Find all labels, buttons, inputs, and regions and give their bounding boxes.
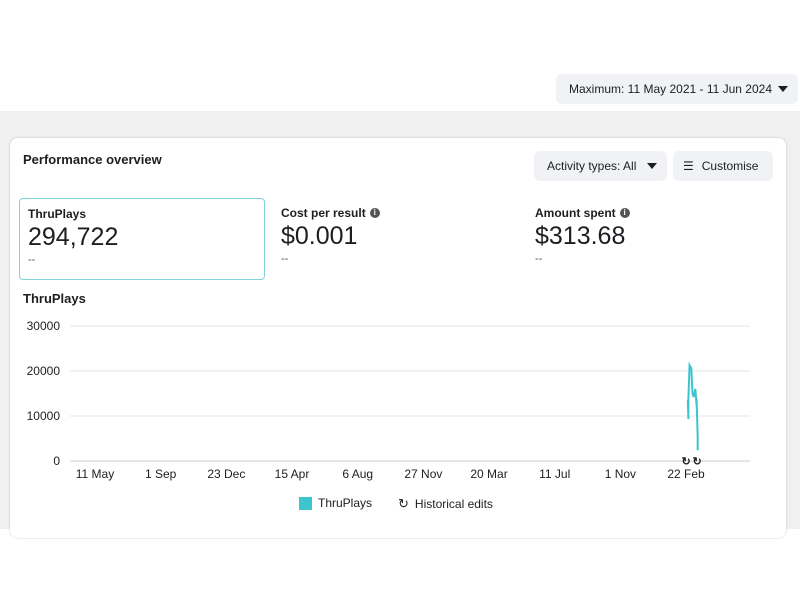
x-tick-label: 6 Aug	[342, 467, 373, 481]
metric-compare: --	[281, 253, 289, 265]
metric-value: $0.001	[281, 222, 358, 250]
date-range-selector[interactable]: Maximum: 11 May 2021 - 11 Jun 2024	[556, 74, 798, 104]
x-tick-label: 27 Nov	[404, 467, 442, 481]
customise-icon: ☰	[683, 159, 694, 173]
metric-cost-per-result[interactable]: Cost per result i $0.001 --	[273, 198, 519, 280]
legend-label: Historical edits	[414, 497, 493, 511]
info-icon[interactable]: i	[619, 208, 630, 218]
metric-value: 294,722	[28, 223, 119, 251]
y-tick-label: 20000	[27, 364, 61, 378]
metric-label: ThruPlays	[28, 207, 87, 221]
x-tick-label: 1 Nov	[605, 467, 636, 481]
info-icon[interactable]: i	[369, 208, 380, 218]
y-tick-label: 0	[53, 454, 60, 468]
metric-compare: --	[535, 253, 543, 265]
metric-thruplays[interactable]: ThruPlays 294,722 --	[19, 198, 265, 280]
legend-swatch	[299, 496, 312, 510]
date-range-label: Maximum: 11 May 2021 - 11 Jun 2024	[569, 82, 772, 96]
thruplays-chart: 0 10000 20000 30000 11 May 1 Sep 23 Dec 15 Apr 6…	[27, 319, 750, 481]
customise-label: Customise	[701, 159, 759, 173]
y-tick-label: 30000	[27, 319, 61, 333]
chart-title: ThruPlays	[23, 291, 86, 306]
x-tick-label: 15 Apr	[275, 467, 310, 481]
performance-overview-card: Performance overview Activity types: All…	[10, 138, 786, 538]
legend-historical-edits[interactable]: ↻ Historical edits	[398, 496, 493, 512]
y-tick-label: 10000	[27, 409, 61, 423]
metric-label: Amount spent	[535, 206, 616, 220]
legend-thruplays[interactable]: ThruPlays	[299, 496, 372, 510]
historical-edit-icon: ↻	[681, 456, 690, 468]
metric-label: Cost per result	[281, 206, 366, 220]
x-tick-label: 22 Feb	[667, 467, 705, 481]
caret-down-icon	[778, 86, 788, 92]
historical-edit-icon: ↻	[693, 456, 702, 468]
x-tick-label: 20 Mar	[470, 467, 507, 481]
x-tick-label: 11 Jul	[539, 467, 570, 481]
x-tick-label: 23 Dec	[207, 467, 245, 481]
historical-edits-icon: ↻	[398, 496, 409, 511]
customise-button[interactable]: ☰ Customise	[673, 151, 773, 181]
x-tick-label: 11 May	[76, 467, 114, 481]
card-title: Performance overview	[23, 152, 162, 167]
thruplays-line	[686, 361, 699, 451]
legend-label: ThruPlays	[318, 496, 373, 510]
x-tick-label: 1 Sep	[145, 467, 177, 481]
metric-value: $313.68	[535, 222, 626, 250]
caret-down-icon	[647, 163, 657, 169]
metric-amount-spent[interactable]: Amount spent i $313.68 --	[527, 198, 773, 280]
activity-types-dropdown[interactable]: Activity types: All	[534, 151, 667, 181]
activity-types-label: Activity types: All	[547, 159, 637, 173]
metric-compare: --	[28, 254, 36, 266]
